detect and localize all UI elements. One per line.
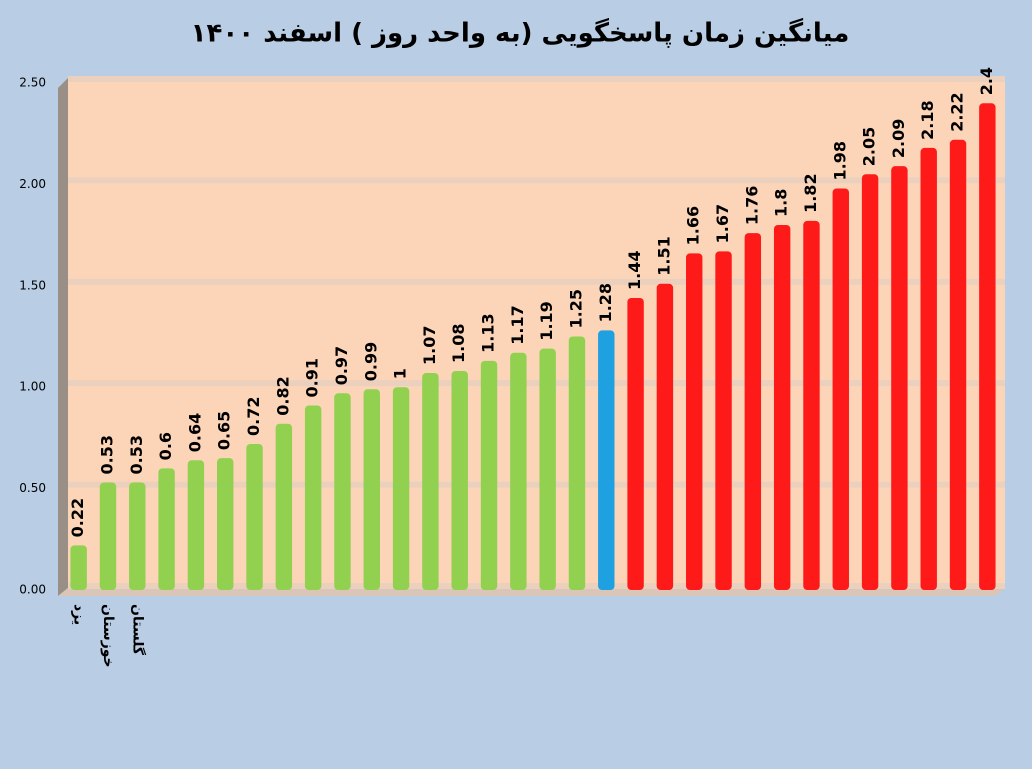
y-tick-label: 1.50 (19, 278, 46, 292)
data-label: 0.99 (361, 342, 380, 381)
data-label: 1.51 (654, 236, 673, 275)
bar (715, 251, 732, 590)
data-label: 2.09 (889, 119, 908, 158)
bar (246, 443, 263, 590)
bar (158, 468, 175, 590)
data-label: 1.13 (479, 313, 498, 352)
x-tick-label: گلستان (129, 604, 146, 656)
plot-area (68, 78, 1005, 588)
data-label: 1.07 (420, 326, 439, 365)
chart-title: میانگین زمان پاسخگویی (به واحد روز ) اسف… (191, 18, 850, 49)
bar (598, 330, 615, 590)
data-label: 1.25 (566, 289, 585, 328)
data-label: 1.67 (713, 204, 732, 243)
data-label: 1.66 (684, 206, 703, 245)
bar (773, 224, 791, 590)
bar (129, 482, 146, 590)
data-label: 1.76 (742, 186, 761, 225)
bar (334, 393, 351, 590)
bar (392, 387, 410, 590)
bar (99, 482, 117, 590)
bar (627, 297, 644, 590)
bar (363, 389, 380, 590)
data-label: 0.22 (68, 498, 87, 537)
data-label: 1.08 (449, 323, 468, 362)
data-label: 0.53 (127, 435, 146, 474)
x-tick-label: یزد (71, 604, 87, 625)
data-label: 0.53 (97, 435, 116, 474)
data-label: 0.64 (185, 413, 204, 452)
data-label: 1.82 (801, 173, 820, 212)
data-label: 0.72 (244, 396, 263, 435)
bar (422, 373, 439, 590)
bar (187, 460, 205, 590)
data-label: 0.65 (215, 411, 234, 450)
data-label: 0.82 (273, 376, 292, 415)
data-label: 2.18 (918, 100, 937, 139)
y-tick-label: 0.00 (19, 583, 46, 597)
y-tick-label: 2.00 (19, 177, 46, 191)
side-wall (58, 78, 68, 596)
bar (949, 139, 967, 590)
data-label: 0.97 (332, 346, 351, 385)
bar (656, 283, 674, 590)
y-tick-label: 2.50 (19, 76, 46, 90)
data-label: 1.44 (625, 250, 644, 289)
bar (510, 352, 527, 590)
data-label: 1 (391, 368, 410, 379)
data-label: 1.8 (772, 189, 791, 217)
bar (979, 103, 996, 590)
data-label: 1.17 (508, 305, 527, 344)
bar (480, 360, 498, 590)
bar (539, 348, 556, 590)
x-tick-label: خوزستان (100, 604, 116, 668)
bar (275, 423, 293, 590)
data-label: 0.6 (156, 432, 175, 460)
y-tick-label: 1.00 (19, 380, 46, 394)
data-label: 1.19 (537, 301, 556, 340)
bar (744, 233, 762, 590)
bar (451, 370, 468, 590)
bar (832, 188, 849, 590)
bar (803, 220, 820, 591)
bar (920, 147, 937, 590)
bar (686, 253, 703, 591)
data-label: 2.05 (860, 127, 879, 166)
data-label: 2.4 (977, 67, 996, 95)
bar (568, 336, 586, 590)
data-label: 2.22 (948, 92, 967, 131)
bar (861, 174, 879, 590)
bar (891, 166, 908, 590)
bar (304, 405, 322, 590)
data-label: 0.91 (303, 358, 322, 397)
data-label: 1.98 (830, 141, 849, 180)
bar (70, 545, 87, 590)
y-tick-label: 0.50 (19, 481, 46, 495)
bar (217, 458, 234, 590)
data-label: 1.28 (596, 283, 615, 322)
floor (58, 588, 1005, 596)
